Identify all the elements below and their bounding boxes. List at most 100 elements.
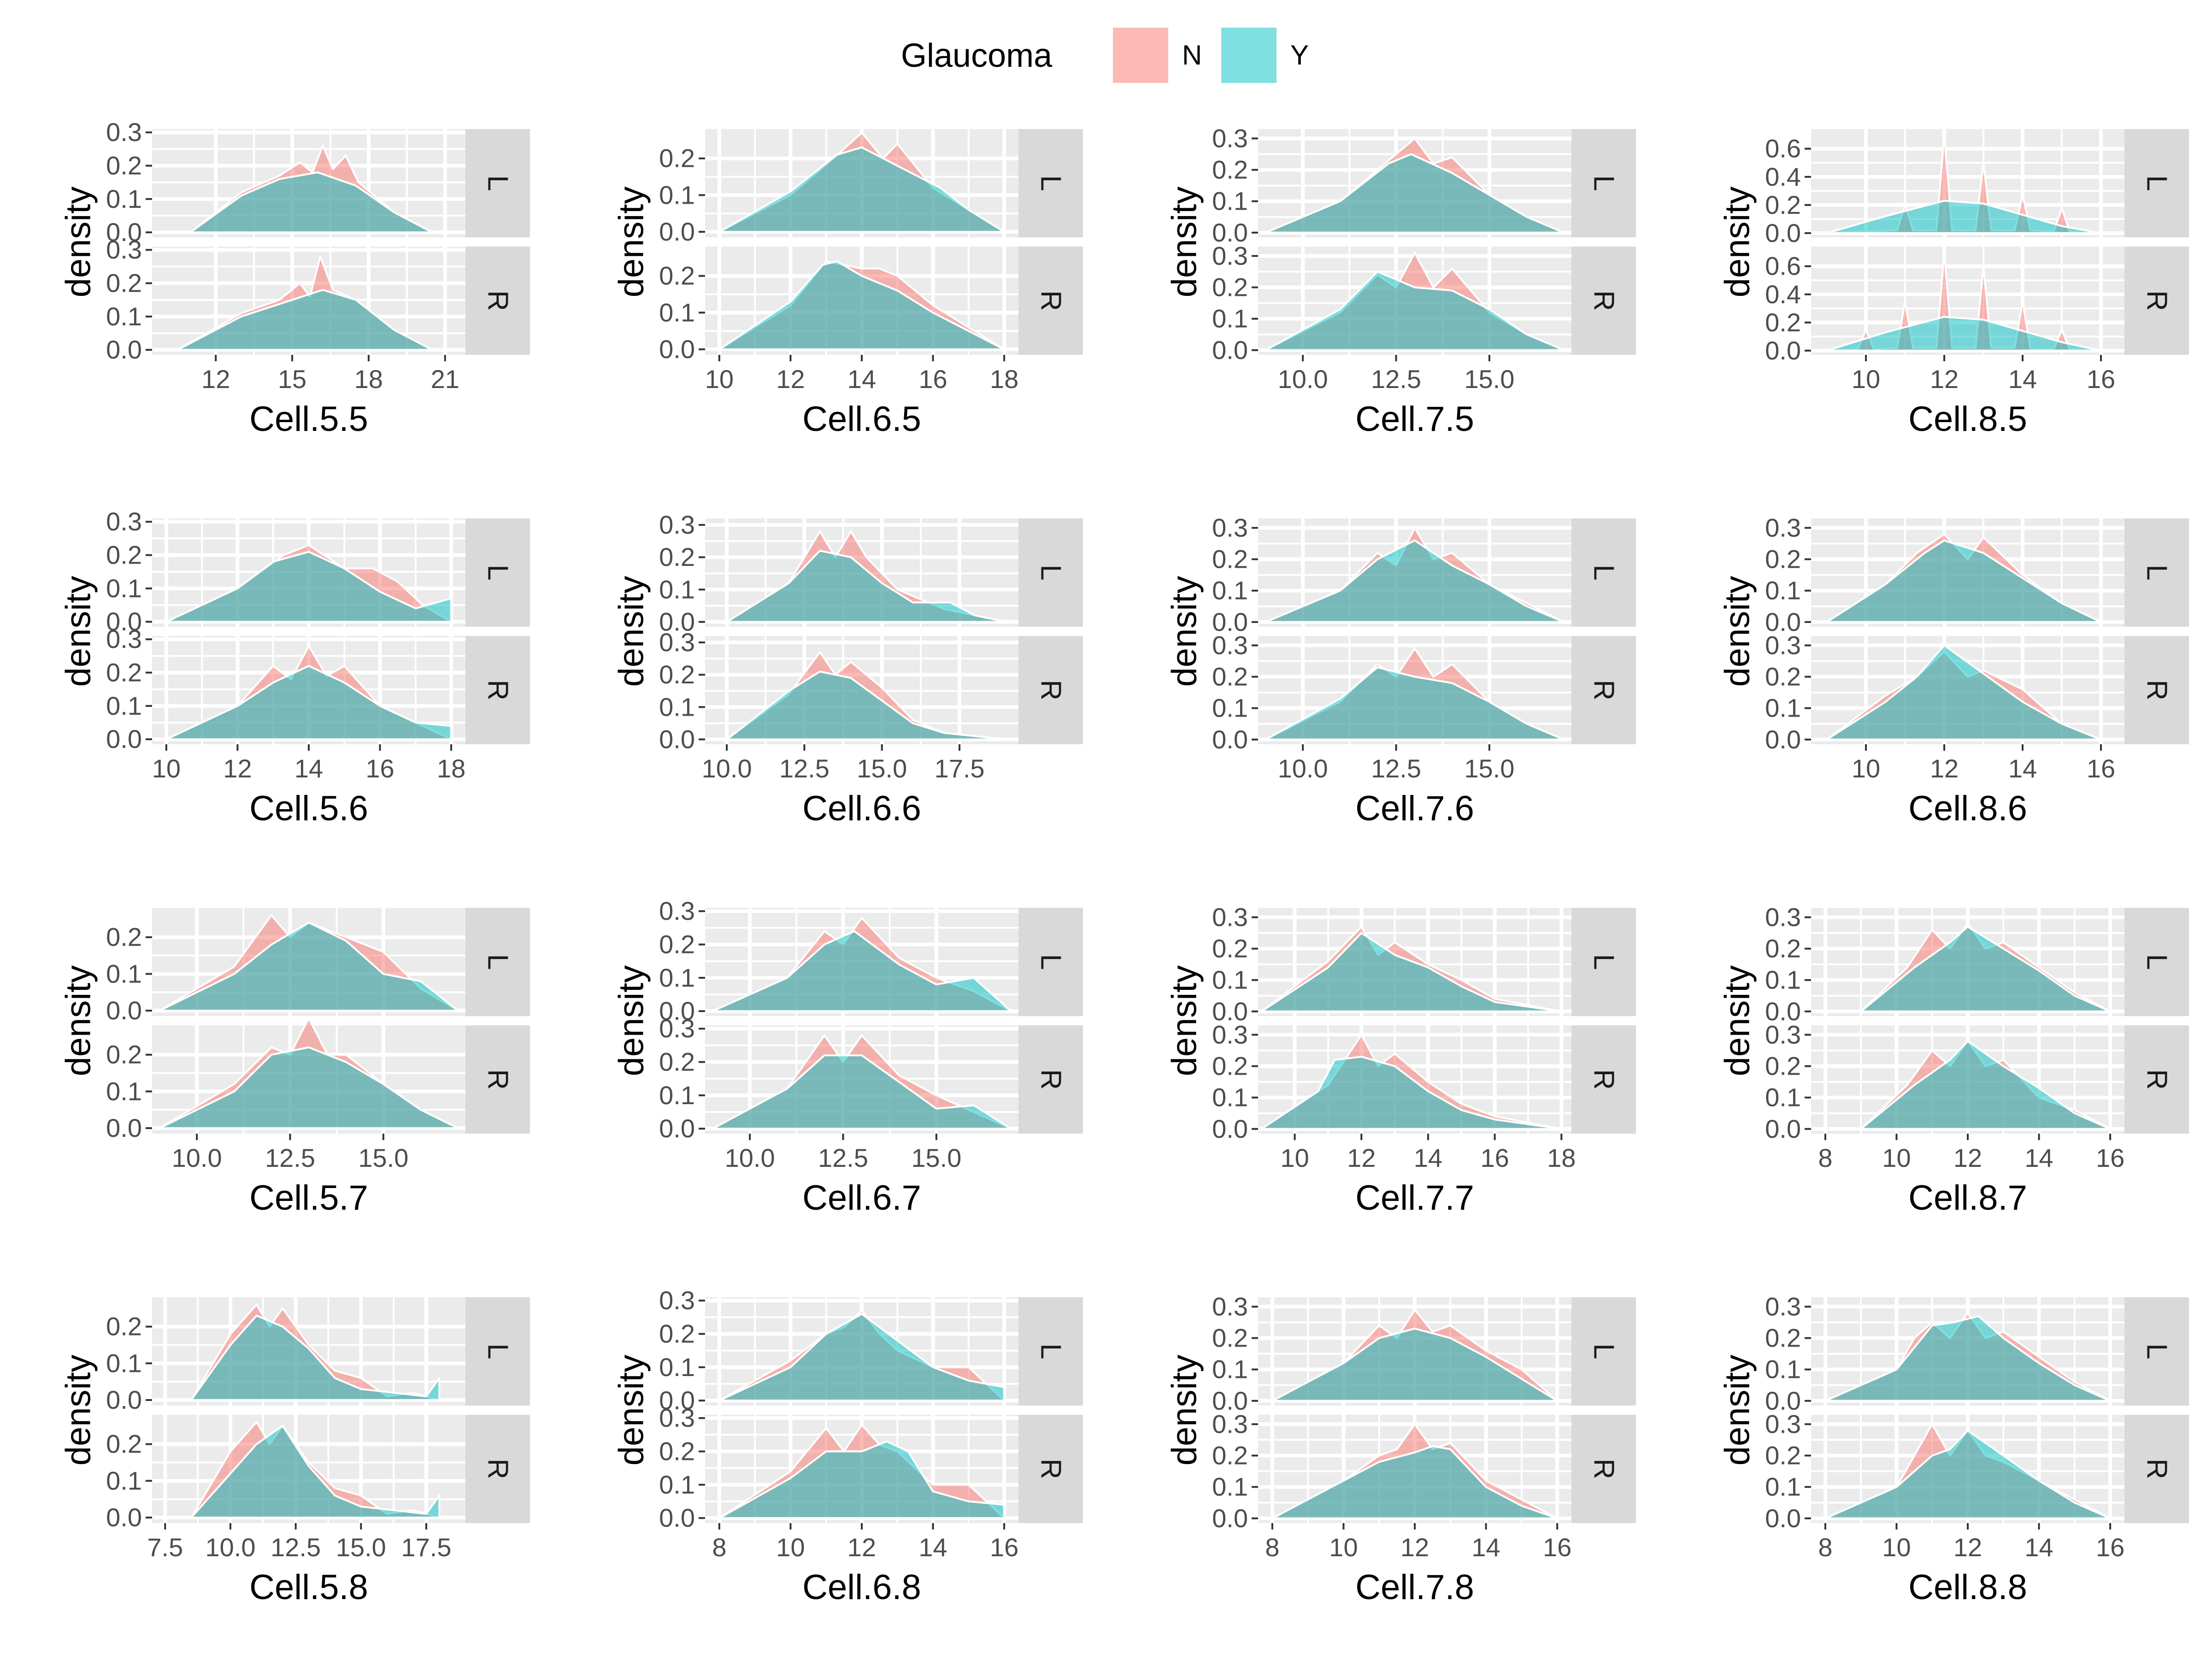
facet-l: 0.00.10.20.3L [1212,124,1636,247]
x-tick-label: 18 [1547,1143,1576,1172]
density-area-y [176,289,434,351]
x-tick-label: 10.0 [1278,754,1328,783]
density-area-y [718,1440,1006,1519]
panel-cell-6-7: 0.0 0.1 0.2 0.3 L 0.0 0.1 0.2 0.3 R 10.0 12.5 15.0 Ce… [612,896,1083,1218]
y-tick-label: 0.1 [1212,965,1248,994]
x-axis-title: Cell.5.8 [249,1568,368,1607]
y-tick-label: 0.0 [659,1503,695,1532]
x-tick-label: 14 [1471,1533,1500,1562]
facet-r: 0.0 0.1 0.2 R [106,1415,530,1532]
y-tick-label: 0.1 [1765,1472,1801,1501]
density-area-y [1826,200,2102,234]
x-tick-label: 12 [776,365,805,394]
x-tick-label: 15.0 [911,1143,961,1172]
y-tick-label: 0.0 [1212,1386,1248,1415]
x-tick-label: 17.5 [401,1533,452,1562]
x-axis-title: Cell.7.8 [1355,1568,1474,1607]
y-tick-label: 0.3 [1212,630,1248,659]
y-tick-label: 0.3 [106,624,142,653]
y-tick-label: 0.2 [106,1312,142,1341]
facet-strip [2124,247,2189,355]
y-tick-label: 0.3 [1212,241,1248,270]
density-area-y [1271,1445,1559,1519]
y-tick-label: 0.6 [1765,252,1801,281]
facet-l: 0.00.10.20.3L [106,118,530,247]
facet-strip-label: R [482,290,514,311]
facet-strip [2124,518,2189,627]
facet-l: 0.00.10.20.3L [659,510,1083,636]
x-axis-title: Cell.6.6 [802,789,921,828]
x-axis-title: Cell.5.7 [249,1178,368,1218]
x-tick-label: 12.5 [265,1143,315,1172]
x-tick-label: 8 [1265,1533,1279,1562]
facet-strip [2124,1025,2189,1134]
facet-l: 0.00.20.40.6 L [1765,129,2189,247]
y-tick-label: 0.3 [106,118,142,147]
y-tick-label: 0.2 [1765,545,1801,574]
x-tick-label: 12.5 [818,1143,868,1172]
x-tick-label: 14 [2008,754,2037,783]
x-axis-title: Cell.8.5 [1908,400,2027,439]
y-tick-label: 0.3 [659,896,695,925]
x-tick-label: 7.5 [147,1533,183,1562]
x-tick-label: 16 [2096,1143,2124,1172]
y-tick-label: 0.3 [1212,1020,1248,1049]
y-tick-label: 0.0 [1765,725,1801,754]
y-axis-title: density [1165,187,1204,298]
facet-l: 0.0 0.1 0.2 L [106,908,530,1025]
y-tick-label: 0.0 [1765,218,1801,247]
legend-title: Glaucoma [901,37,1053,74]
facet-strip [465,636,530,744]
facet-strip [465,1025,530,1134]
facet-l: 0.0 0.1 0.2 L [659,129,1083,246]
y-tick-label: 0.1 [106,184,142,213]
facet-strip-label: L [2141,1343,2173,1359]
y-tick-label: 0.3 [1212,1292,1248,1321]
facet-strip-label: R [2141,1069,2173,1090]
y-tick-label: 0.3 [1765,630,1801,659]
density-area-y [1826,644,2102,741]
y-tick-label: 0.3 [659,1014,695,1043]
x-tick-label: 18 [437,754,465,783]
facet-strip [1571,1415,1636,1523]
y-tick-label: 0.2 [659,144,695,173]
y-tick-label: 0.1 [659,692,695,721]
x-tick-label: 10 [152,754,181,783]
x-tick-label: 14 [847,365,876,394]
facet-strip-label: R [1588,680,1620,700]
x-tick-label: 16 [918,365,947,394]
density-area-y [718,1313,1006,1402]
y-tick-label: 0.3 [1765,1292,1801,1321]
y-tick-label: 0.1 [106,1077,142,1106]
density-area-y [1265,666,1565,741]
y-tick-label: 0.0 [659,724,695,753]
facet-strip [1018,1025,1083,1134]
y-tick-label: 0.1 [106,691,142,720]
x-tick-label: 12 [847,1533,876,1562]
panel-cell-5-6: 0.0 0.1 0.2 0.3 L 0.0 0.1 0.2 0.3 R 10 12 14 16 18 Cell… [59,507,530,828]
facet-strip [1018,636,1083,744]
x-tick-label: 14 [2024,1143,2053,1172]
y-axis-title: density [612,187,651,298]
x-tick-label: 12 [1930,754,1959,783]
facet-r: 0.00.10.20.3R [1212,630,1636,754]
panel-cell-6-8: 0.0 0.1 0.2 0.3 L 0.0 0.1 0.2 0.3 R 8 10 12 14 16 Cell.… [612,1286,1083,1607]
density-area-y [1860,925,2112,1012]
y-tick-label: 0.2 [659,660,695,689]
y-tick-label: 0.2 [659,1047,695,1077]
x-tick-label: 15.0 [1464,365,1514,394]
y-tick-label: 0.1 [106,1348,142,1377]
facet-strip-label: R [482,1459,514,1479]
y-tick-label: 0.1 [106,1466,142,1495]
density-area-y [189,171,434,234]
y-tick-label: 0.2 [1212,155,1248,184]
x-tick-label: 14 [918,1533,947,1562]
facet-strip-label: R [2141,1459,2173,1479]
facet-l: 0.00.10.20.3L [1765,513,2189,636]
y-tick-label: 0.2 [1212,662,1248,691]
x-tick-label: 12.5 [779,754,830,783]
panel-cell-5-8: 0.0 0.1 0.2 L 0.0 0.1 0.2 R 7.5 10.0 12.5 15.0 17.5 C… [59,1297,530,1607]
facet-r: 0.00.10.20.3R [106,624,530,753]
